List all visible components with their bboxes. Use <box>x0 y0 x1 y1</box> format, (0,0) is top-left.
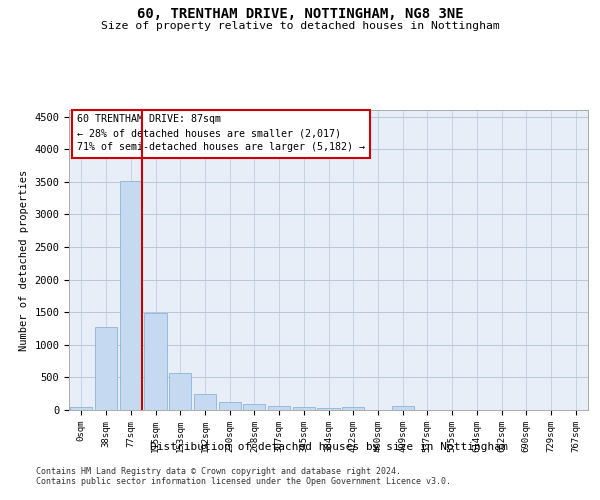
Bar <box>95 326 117 410</box>
Text: 60 TRENTHAM DRIVE: 87sqm
← 28% of detached houses are smaller (2,017)
71% of sem: 60 TRENTHAM DRIVE: 87sqm ← 28% of detach… <box>77 114 365 152</box>
Bar <box>342 407 364 410</box>
Bar <box>243 404 265 410</box>
Bar <box>317 408 340 410</box>
Bar <box>169 372 191 410</box>
Text: Contains public sector information licensed under the Open Government Licence v3: Contains public sector information licen… <box>36 477 451 486</box>
Bar <box>194 394 216 410</box>
Text: Size of property relative to detached houses in Nottingham: Size of property relative to detached ho… <box>101 21 499 31</box>
Bar <box>119 181 142 410</box>
Bar <box>145 314 167 410</box>
Y-axis label: Number of detached properties: Number of detached properties <box>19 170 29 350</box>
Text: Distribution of detached houses by size in Nottingham: Distribution of detached houses by size … <box>150 442 508 452</box>
Bar <box>70 408 92 410</box>
Bar <box>392 406 414 410</box>
Bar <box>218 402 241 410</box>
Bar <box>293 407 315 410</box>
Text: 60, TRENTHAM DRIVE, NOTTINGHAM, NG8 3NE: 60, TRENTHAM DRIVE, NOTTINGHAM, NG8 3NE <box>137 8 463 22</box>
Bar <box>268 406 290 410</box>
Text: Contains HM Land Registry data © Crown copyright and database right 2024.: Contains HM Land Registry data © Crown c… <box>36 467 401 476</box>
